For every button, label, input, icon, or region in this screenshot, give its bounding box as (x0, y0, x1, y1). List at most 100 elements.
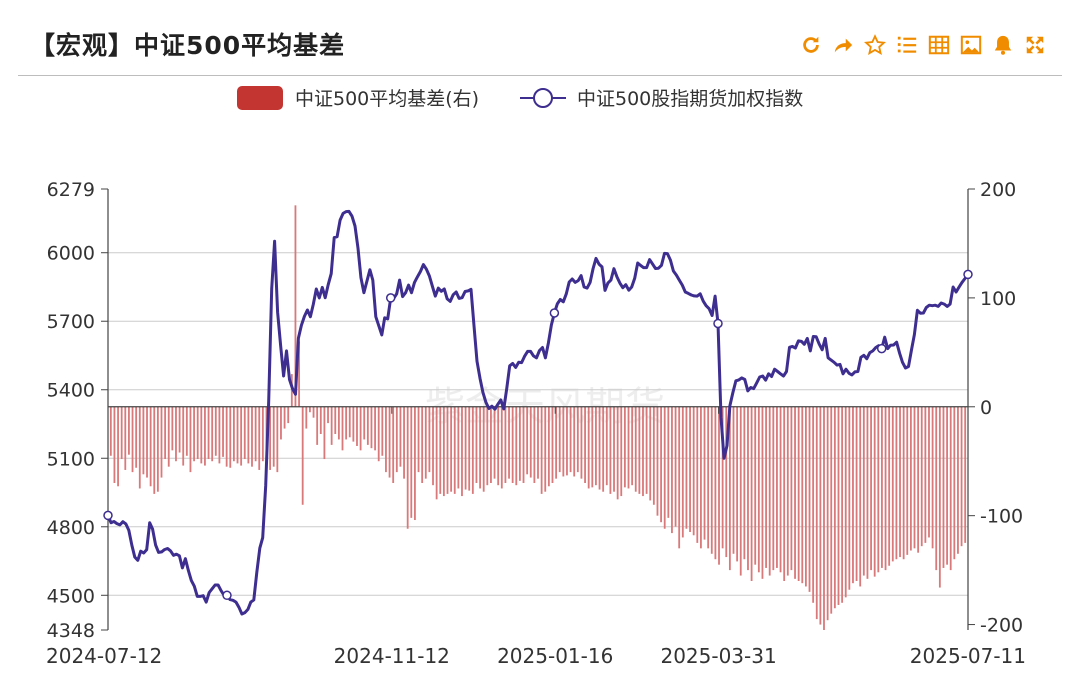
star-icon[interactable] (864, 33, 886, 57)
basis-bar (703, 406, 706, 540)
left-tick-label: 6279 (47, 179, 95, 201)
basis-bar (801, 406, 804, 584)
basis-bar (120, 406, 123, 460)
refresh-icon[interactable] (800, 33, 822, 57)
basis-bar (888, 406, 891, 566)
basis-bar (870, 406, 872, 571)
basis-bar (779, 406, 782, 573)
basis-bar (946, 406, 948, 565)
basis-bar (406, 406, 409, 529)
toolbar (800, 33, 1046, 57)
basis-bar (236, 406, 239, 464)
basis-bar (877, 406, 880, 573)
basis-bar (109, 406, 112, 456)
left-tick-label: 4800 (47, 517, 95, 539)
basis-bar (721, 406, 724, 549)
basis-bar (222, 406, 224, 457)
basis-bar (772, 406, 775, 571)
basis-bar (855, 406, 858, 581)
basis-bar (515, 406, 518, 486)
basis-bar (616, 406, 619, 500)
basis-bar (508, 406, 510, 479)
basis-bar (768, 406, 771, 576)
basis-bar (844, 406, 847, 598)
basis-bar (852, 406, 854, 584)
left-tick-label: 5100 (47, 448, 95, 470)
basis-bar (761, 406, 764, 579)
basis-bar (359, 406, 362, 451)
right-tick-label: 200 (980, 179, 1016, 201)
basis-bar (160, 406, 163, 478)
basis-bar (482, 406, 485, 492)
basis-bar (819, 406, 822, 625)
basis-bar (558, 406, 561, 473)
list-icon[interactable] (896, 33, 918, 57)
basis-bar (156, 406, 159, 492)
basis-bar (475, 406, 478, 483)
basis-bar (439, 406, 442, 494)
basis-bar (269, 406, 272, 470)
basis-bar (642, 406, 644, 497)
basis-bar (917, 406, 920, 553)
right-tick-label: -100 (980, 506, 1023, 528)
x-tick-label: 2025-03-31 (660, 644, 776, 668)
basis-bar (587, 406, 590, 489)
basis-bar (689, 406, 691, 532)
basis-bar (573, 406, 576, 477)
basis-bar (891, 406, 894, 562)
fullscreen-icon[interactable] (1024, 33, 1046, 57)
right-tick-label: -200 (980, 615, 1023, 637)
legend-item-index[interactable]: 中证500股指期货加权指数 (519, 84, 803, 111)
basis-bar (327, 406, 329, 424)
basis-bar (964, 406, 967, 543)
basis-bar (924, 406, 927, 543)
basis-bar (551, 406, 554, 483)
basis-bar (298, 341, 300, 407)
tick-labels: 6279 6000 5700 5400 5100 4800 4500 4348 200 100 0 -… (46, 179, 1026, 668)
basis-bar (471, 406, 474, 494)
x-tick-label: 2024-11-12 (334, 644, 450, 668)
basis-bar (797, 406, 800, 581)
header-divider (18, 75, 1062, 76)
basis-bar (280, 406, 282, 440)
basis-bar (247, 406, 250, 464)
basis-bar (873, 406, 876, 577)
legend-item-basis[interactable]: 中证500平均基差(右) (237, 84, 479, 111)
basis-bar (421, 406, 424, 483)
basis-bar (957, 406, 959, 554)
basis-bar (815, 406, 818, 620)
bell-icon[interactable] (992, 33, 1014, 57)
table-icon[interactable] (928, 33, 950, 57)
basis-bar (591, 406, 594, 488)
basis-bar (747, 406, 749, 571)
basis-bar (913, 406, 916, 549)
chart-header: 【宏观】中证500平均基差 (0, 0, 1080, 78)
legend-bar-swatch (237, 85, 283, 110)
basis-bar (783, 406, 786, 581)
basis-bar (442, 406, 445, 497)
basis-bar (848, 406, 851, 590)
basis-bar (736, 406, 739, 562)
basis-bar (381, 406, 384, 456)
share-icon[interactable] (832, 33, 854, 57)
basis-bar (142, 406, 145, 475)
basis-bar (663, 406, 666, 529)
basis-bar (794, 406, 796, 579)
basis-bar (287, 406, 290, 424)
axes (101, 188, 975, 631)
basis-bar (725, 406, 728, 558)
line-marker (549, 308, 560, 318)
basis-bar (613, 406, 615, 492)
basis-bar (417, 406, 420, 473)
basis-bar (576, 406, 579, 473)
basis-bar (453, 406, 456, 494)
basis-bar (620, 406, 623, 497)
basis-bar (866, 406, 869, 579)
basis-bar (128, 406, 130, 455)
basis-bar (403, 406, 405, 479)
right-tick-label: 0 (980, 397, 992, 419)
basis-bar (377, 406, 380, 462)
basis-bar (881, 406, 883, 568)
basis-bar (667, 406, 670, 518)
image-icon[interactable] (960, 33, 982, 57)
